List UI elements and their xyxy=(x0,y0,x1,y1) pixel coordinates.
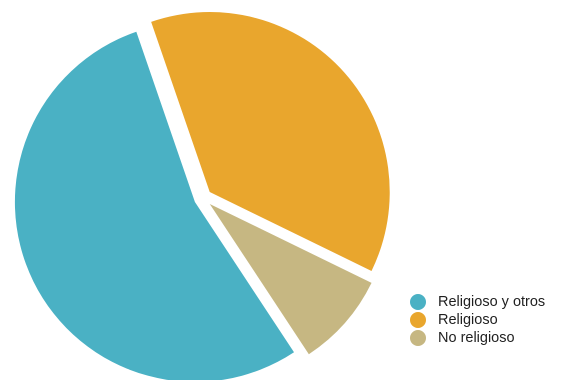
legend-item-no-religioso: No religioso xyxy=(410,329,545,347)
legend-label-religioso: Religioso xyxy=(438,312,498,328)
legend-swatch-religioso-y-otros xyxy=(410,294,426,310)
legend-swatch-religioso xyxy=(410,312,426,328)
legend-swatch-no-religioso xyxy=(410,330,426,346)
pie-slice-religioso xyxy=(151,12,390,271)
pie-slice-no-religioso xyxy=(209,203,372,355)
legend: Religioso y otros Religioso No religioso xyxy=(410,293,545,347)
legend-item-religioso: Religioso xyxy=(410,311,545,329)
pie-slice-religioso-y-otros xyxy=(14,31,295,382)
legend-item-religioso-y-otros: Religioso y otros xyxy=(410,293,545,311)
legend-label-no-religioso: No religioso xyxy=(438,330,515,346)
legend-label-religioso-y-otros: Religioso y otros xyxy=(438,294,546,310)
